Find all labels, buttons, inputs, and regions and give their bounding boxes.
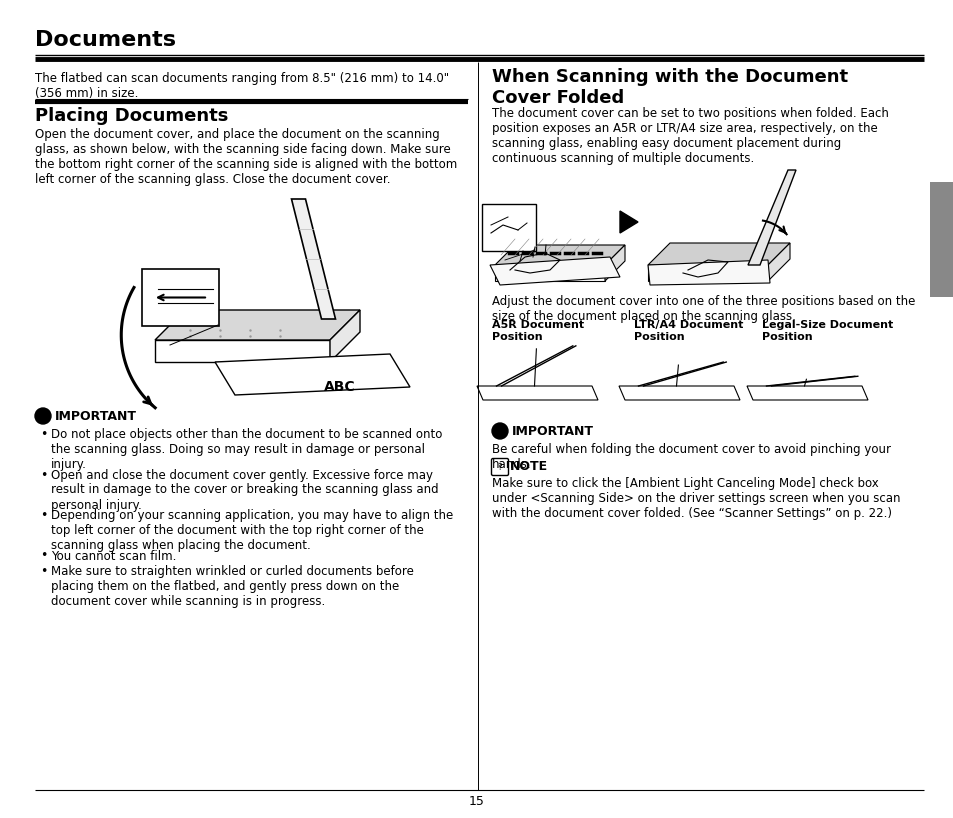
Text: !: ! [497,426,502,436]
Text: IMPORTANT: IMPORTANT [55,410,137,423]
FancyBboxPatch shape [481,204,536,251]
Text: !: ! [40,411,46,421]
Text: The flatbed can scan documents ranging from 8.5" (216 mm) to 14.0"
(356 mm) in s: The flatbed can scan documents ranging f… [35,72,449,100]
Text: Documents: Documents [35,30,175,50]
FancyBboxPatch shape [491,459,508,475]
Polygon shape [154,310,359,340]
Text: •: • [40,565,48,578]
Text: Do not place objects other than the document to be scanned onto
the scanning gla: Do not place objects other than the docu… [51,428,442,471]
Text: You cannot scan film.: You cannot scan film. [51,550,176,563]
Polygon shape [604,245,624,281]
Text: Open the document cover, and place the document on the scanning
glass, as shown : Open the document cover, and place the d… [35,128,456,186]
Circle shape [492,423,507,439]
Polygon shape [330,310,359,362]
Text: Depending on your scanning application, you may have to align the
top left corne: Depending on your scanning application, … [51,509,453,552]
Polygon shape [476,386,598,400]
Text: •: • [40,509,48,522]
Text: •: • [40,469,48,482]
Polygon shape [747,170,795,265]
Text: •: • [40,428,48,441]
Text: Legal-Size Document
Position: Legal-Size Document Position [761,320,892,342]
Text: 15: 15 [469,795,484,808]
Polygon shape [647,260,769,285]
Text: ?: ? [497,462,502,471]
Polygon shape [292,199,335,319]
Text: Adjust the document cover into one of the three positions based on the
size of t: Adjust the document cover into one of th… [492,295,915,323]
Polygon shape [619,211,638,233]
Text: The document cover can be set to two positions when folded. Each
position expose: The document cover can be set to two pos… [492,107,888,165]
Text: •: • [40,550,48,563]
Text: Make sure to click the [Ambient Light Canceling Mode] check box
under <Scanning : Make sure to click the [Ambient Light Ca… [492,477,900,520]
Polygon shape [490,257,619,285]
Text: LTR/A4 Document
Position: LTR/A4 Document Position [634,320,742,342]
Circle shape [35,408,51,424]
Polygon shape [154,340,330,362]
Polygon shape [495,245,624,265]
Polygon shape [495,265,604,281]
Text: Placing Documents: Placing Documents [35,107,228,125]
FancyBboxPatch shape [929,182,953,297]
Polygon shape [647,265,767,281]
Text: Open and close the document cover gently. Excessive force may
result in damage t: Open and close the document cover gently… [51,469,438,511]
Polygon shape [214,354,410,395]
Text: When Scanning with the Document
Cover Folded: When Scanning with the Document Cover Fo… [492,68,847,107]
Text: ABC: ABC [324,380,355,394]
Text: NOTE: NOTE [510,460,548,473]
Text: Make sure to straighten wrinkled or curled documents before
placing them on the : Make sure to straighten wrinkled or curl… [51,565,414,608]
Polygon shape [767,243,789,281]
Polygon shape [647,243,789,265]
Polygon shape [746,386,867,400]
FancyBboxPatch shape [142,269,219,326]
Text: A5R Document
Position: A5R Document Position [492,320,583,342]
Polygon shape [618,386,740,400]
Text: IMPORTANT: IMPORTANT [512,425,594,438]
Text: Be careful when folding the document cover to avoid pinching your
hands.: Be careful when folding the document cov… [492,443,890,471]
